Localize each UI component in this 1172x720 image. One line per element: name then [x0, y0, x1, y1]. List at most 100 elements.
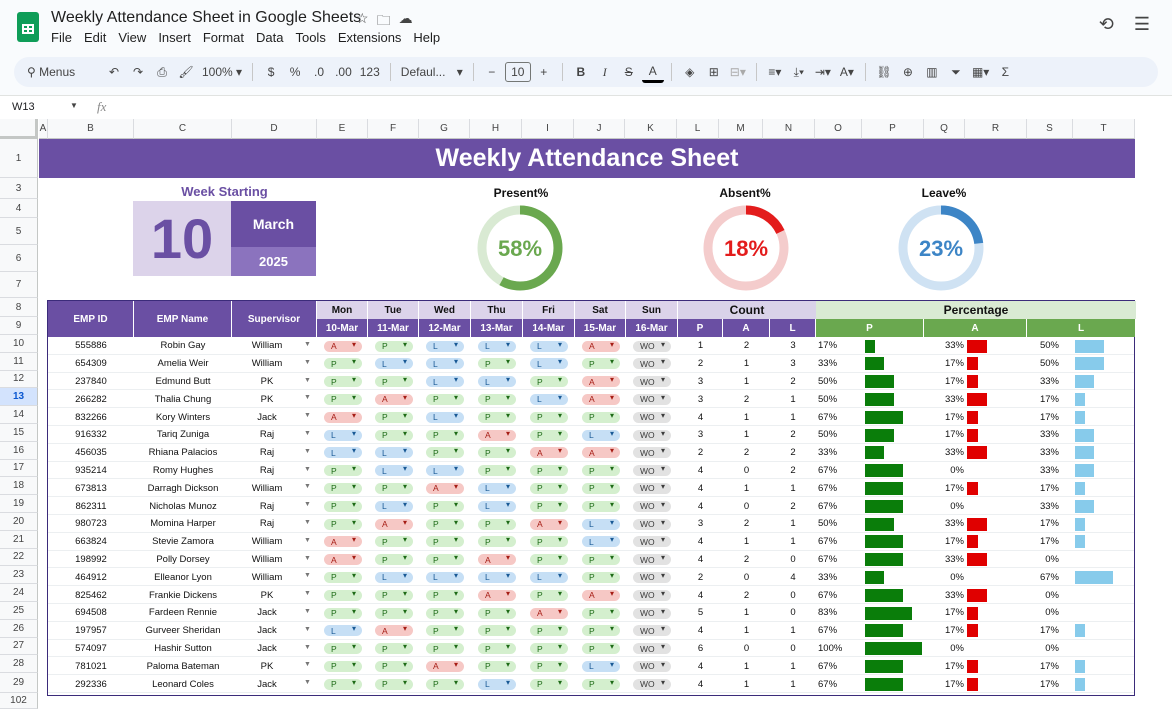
supervisor-cell[interactable]: William: [251, 536, 283, 548]
number-format-button[interactable]: 123: [359, 65, 380, 79]
status-chip[interactable]: P: [530, 482, 568, 494]
emp-name-cell[interactable]: Gurveer Sheridan: [145, 625, 221, 637]
status-chip[interactable]: L: [426, 340, 464, 352]
document-title[interactable]: Weekly Attendance Sheet in Google Sheets: [51, 9, 362, 26]
status-chip[interactable]: P: [478, 518, 516, 530]
row-header[interactable]: 15: [0, 424, 38, 442]
select-all-corner[interactable]: [0, 119, 38, 139]
column-header[interactable]: E: [317, 119, 368, 139]
star-icon[interactable]: ☆: [356, 10, 369, 26]
move-to-folder-icon[interactable]: 🗀: [376, 12, 391, 28]
emp-name-cell[interactable]: Elleanor Lyon: [154, 571, 212, 583]
status-chip[interactable]: L: [375, 500, 413, 512]
status-chip[interactable]: WO: [633, 429, 671, 441]
insert-link-icon[interactable]: ⛓: [876, 65, 892, 79]
column-header[interactable]: F: [368, 119, 419, 139]
status-chip[interactable]: L: [426, 375, 464, 388]
name-box[interactable]: W13: [12, 101, 35, 113]
status-chip[interactable]: WO: [633, 678, 671, 690]
currency-button[interactable]: $: [267, 65, 275, 79]
supervisor-cell[interactable]: Raj: [259, 429, 275, 441]
week-year[interactable]: 2025: [231, 247, 316, 276]
status-chip[interactable]: WO: [633, 411, 671, 423]
emp-id-cell[interactable]: 980723: [75, 518, 107, 530]
status-chip[interactable]: L: [324, 624, 362, 637]
supervisor-cell[interactable]: William: [251, 358, 283, 370]
status-chip[interactable]: WO: [633, 446, 671, 459]
supervisor-dropdown-icon[interactable]: ▼: [304, 394, 311, 402]
history-icon[interactable]: ⟲: [1098, 14, 1114, 34]
menu-view[interactable]: View: [118, 30, 147, 45]
status-chip[interactable]: P: [324, 393, 362, 405]
status-chip[interactable]: P: [582, 553, 620, 566]
supervisor-dropdown-icon[interactable]: ▼: [304, 430, 311, 437]
status-chip[interactable]: WO: [633, 535, 671, 548]
emp-name-cell[interactable]: Rhiana Palacios: [148, 447, 218, 459]
supervisor-dropdown-icon[interactable]: ▼: [304, 376, 311, 384]
status-chip[interactable]: L: [375, 357, 413, 370]
supervisor-cell[interactable]: Raj: [259, 447, 275, 459]
emp-id-cell[interactable]: 464912: [75, 571, 107, 583]
emp-id-cell[interactable]: 862311: [75, 500, 107, 512]
supervisor-dropdown-icon[interactable]: ▼: [304, 590, 311, 598]
supervisor-cell[interactable]: PK: [260, 589, 274, 601]
status-chip[interactable]: P: [324, 678, 362, 690]
status-chip[interactable]: P: [375, 553, 413, 566]
status-chip[interactable]: P: [324, 642, 362, 655]
row-header[interactable]: 8: [0, 298, 38, 317]
status-chip[interactable]: P: [324, 482, 362, 494]
column-header[interactable]: A: [39, 119, 48, 139]
status-chip[interactable]: P: [530, 375, 568, 388]
row-header[interactable]: 17: [0, 459, 38, 478]
emp-name-cell[interactable]: Darragh Dickson: [147, 482, 219, 494]
column-header[interactable]: Q: [924, 119, 965, 139]
column-header[interactable]: N: [763, 119, 815, 139]
status-chip[interactable]: WO: [633, 357, 671, 370]
font-size-decrease-button[interactable]: −: [488, 65, 496, 79]
status-chip[interactable]: P: [530, 553, 568, 566]
status-chip[interactable]: P: [426, 624, 464, 637]
status-chip[interactable]: P: [530, 589, 568, 601]
comments-icon[interactable]: ☰: [1133, 14, 1150, 34]
status-chip[interactable]: P: [375, 482, 413, 494]
emp-id-cell[interactable]: 574097: [75, 642, 107, 654]
status-chip[interactable]: L: [426, 464, 464, 477]
status-chip[interactable]: P: [375, 589, 413, 601]
status-chip[interactable]: WO: [633, 553, 671, 566]
status-chip[interactable]: L: [426, 571, 464, 583]
menu-file[interactable]: File: [51, 30, 72, 45]
status-chip[interactable]: L: [324, 446, 362, 459]
emp-name-cell[interactable]: Tariq Zuniga: [156, 429, 210, 441]
undo-icon[interactable]: ↶: [108, 65, 120, 79]
column-header[interactable]: P: [862, 119, 924, 139]
menu-data[interactable]: Data: [256, 30, 284, 45]
column-header[interactable]: J: [574, 119, 625, 139]
column-header[interactable]: M: [719, 119, 763, 139]
insert-chart-icon[interactable]: ▥: [926, 65, 938, 79]
status-chip[interactable]: L: [582, 429, 620, 441]
status-chip[interactable]: P: [324, 357, 362, 370]
status-chip[interactable]: WO: [633, 624, 671, 637]
emp-name-cell[interactable]: Leonard Coles: [152, 678, 214, 690]
status-chip[interactable]: P: [530, 678, 568, 690]
column-header[interactable]: H: [470, 119, 522, 139]
supervisor-dropdown-icon[interactable]: ▼: [304, 643, 311, 651]
status-chip[interactable]: P: [478, 357, 516, 370]
emp-name-cell[interactable]: Hashir Sutton: [154, 642, 212, 654]
status-chip[interactable]: WO: [633, 607, 671, 619]
status-chip[interactable]: A: [478, 429, 516, 441]
menu-tools[interactable]: Tools: [295, 30, 326, 45]
status-chip[interactable]: P: [324, 571, 362, 583]
row-header[interactable]: 7: [0, 272, 38, 298]
status-chip[interactable]: P: [530, 500, 568, 512]
row-header[interactable]: 26: [0, 619, 38, 638]
emp-id-cell[interactable]: 266282: [75, 393, 107, 405]
search-menus-button[interactable]: ⚲ Menus: [15, 61, 101, 83]
emp-name-cell[interactable]: Thalia Chung: [154, 393, 212, 405]
status-chip[interactable]: P: [324, 607, 362, 619]
row-header[interactable]: 5: [0, 218, 38, 245]
status-chip[interactable]: L: [375, 446, 413, 459]
supervisor-dropdown-icon[interactable]: ▼: [304, 608, 311, 615]
supervisor-dropdown-icon[interactable]: ▼: [304, 536, 311, 544]
supervisor-dropdown-icon[interactable]: ▼: [304, 465, 311, 473]
